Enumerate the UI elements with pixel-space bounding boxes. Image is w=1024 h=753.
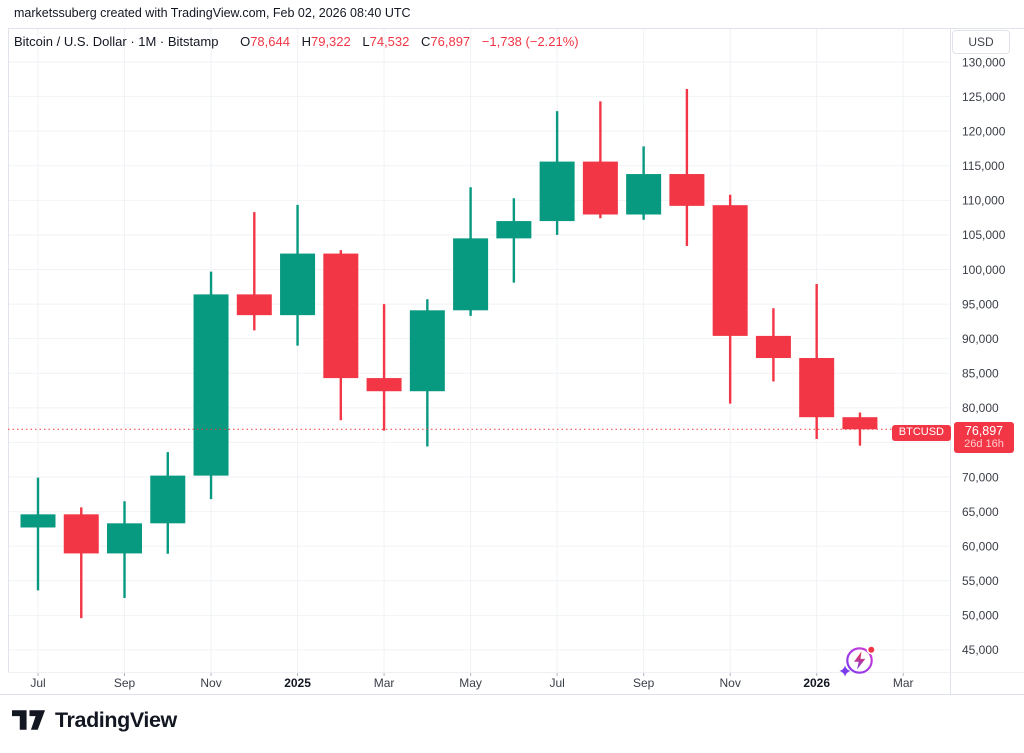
candle-body <box>107 523 143 554</box>
candle-body <box>63 514 99 554</box>
close-label: C <box>421 34 431 49</box>
candle-jul-2025[interactable] <box>539 111 575 235</box>
price-tick-label: 125,000 <box>962 90 1006 104</box>
price-tick-label: 115,000 <box>962 159 1005 173</box>
tradingview-logo-mark <box>12 710 46 730</box>
candle-nov-2025[interactable] <box>712 194 748 404</box>
time-tick-label: Jul <box>549 676 564 690</box>
candle-body <box>366 378 402 392</box>
time-tick-label: May <box>459 676 482 690</box>
candle-sep-2024[interactable] <box>107 501 143 599</box>
candle-body <box>626 174 662 215</box>
time-tick-label: Nov <box>200 676 221 690</box>
change-value: −1,738 (−2.21%) <box>481 34 579 49</box>
candle-dec-2024[interactable] <box>236 212 272 331</box>
price-tick-label: 110,000 <box>962 194 1005 208</box>
candle-body <box>669 174 705 206</box>
candle-nov-2024[interactable] <box>193 271 229 500</box>
candle-sep-2025[interactable] <box>626 146 662 220</box>
candle-body <box>539 161 575 222</box>
tradingview-logo-text: TradingView <box>55 708 177 732</box>
price-tick-label: 55,000 <box>962 574 999 588</box>
time-tick-label: Mar <box>893 676 914 690</box>
candle-body <box>193 294 229 476</box>
price-tick-label: 90,000 <box>962 332 999 346</box>
candle-body <box>236 294 272 316</box>
candle-jan-2025[interactable] <box>280 204 316 346</box>
price-tick-label: 130,000 <box>962 55 1006 69</box>
time-tick-label: 2025 <box>284 676 311 690</box>
candle-jul-2024[interactable] <box>20 477 56 591</box>
time-tick-label: Mar <box>374 676 395 690</box>
candle-dec-2025[interactable] <box>755 308 791 382</box>
candle-jan-2026[interactable] <box>799 284 835 439</box>
time-tick-label: 2026 <box>803 676 830 690</box>
open-value: 78,644 <box>250 34 290 49</box>
high-label: H <box>301 34 311 49</box>
symbol-title[interactable]: Bitcoin / U.S. Dollar · 1M · Bitstamp <box>14 34 219 49</box>
attribution-text: marketssuberg created with TradingView.c… <box>14 6 411 20</box>
candle-body <box>842 417 878 430</box>
bar-countdown: 26d 16h <box>964 438 1004 451</box>
last-price-value: 76,897 <box>964 424 1004 439</box>
candle-body <box>20 514 56 528</box>
price-line-symbol-badge[interactable]: BTCUSD <box>891 424 951 441</box>
boost-icon[interactable] <box>839 645 876 677</box>
candle-body <box>280 253 316 316</box>
price-tick-label: 45,000 <box>962 643 999 657</box>
candle-aug-2024[interactable] <box>63 507 99 619</box>
price-tick-label: 95,000 <box>962 297 999 311</box>
tradingview-logo[interactable]: TradingView <box>12 708 177 733</box>
candle-oct-2025[interactable] <box>669 88 705 246</box>
chart-legend: Bitcoin / U.S. Dollar · 1M · Bitstamp O7… <box>14 34 579 49</box>
last-price-label[interactable]: 76,897 26d 16h <box>954 422 1014 454</box>
price-tick-label: 50,000 <box>962 609 999 623</box>
price-tick-label: 85,000 <box>962 367 999 381</box>
candle-body <box>755 335 791 359</box>
candle-mar-2025[interactable] <box>366 304 402 431</box>
candle-apr-2025[interactable] <box>409 299 445 447</box>
candle-body <box>582 161 618 215</box>
candle-body <box>453 238 489 311</box>
time-tick-label: Jul <box>30 676 45 690</box>
low-value: 74,532 <box>369 34 410 49</box>
candle-oct-2024[interactable] <box>150 452 186 554</box>
high-value: 79,322 <box>310 34 351 49</box>
candle-body <box>323 253 359 379</box>
candle-body <box>409 310 445 392</box>
price-tick-label: 105,000 <box>962 228 1006 242</box>
price-tick-label: 60,000 <box>962 539 999 553</box>
currency-toggle-button[interactable]: USD <box>952 30 1010 54</box>
candle-jun-2025[interactable] <box>496 198 532 283</box>
price-tick-label: 100,000 <box>962 263 1006 277</box>
candle-body <box>799 358 835 418</box>
close-value: 76,897 <box>430 34 471 49</box>
price-tick-label: 70,000 <box>962 470 999 484</box>
price-tick-label: 120,000 <box>962 124 1006 138</box>
open-label: O <box>240 34 251 49</box>
candle-aug-2025[interactable] <box>582 101 618 219</box>
candle-may-2025[interactable] <box>453 187 489 316</box>
candle-feb-2025[interactable] <box>323 250 359 421</box>
candle-body <box>496 221 532 239</box>
price-tick-label: 80,000 <box>962 401 999 415</box>
time-tick-label: Nov <box>719 676 740 690</box>
time-tick-label: Sep <box>633 676 655 690</box>
candle-body <box>712 205 748 336</box>
time-tick-label: Sep <box>114 676 136 690</box>
candle-body <box>150 475 186 524</box>
price-tick-label: 65,000 <box>962 505 999 519</box>
low-label: L <box>362 34 370 49</box>
